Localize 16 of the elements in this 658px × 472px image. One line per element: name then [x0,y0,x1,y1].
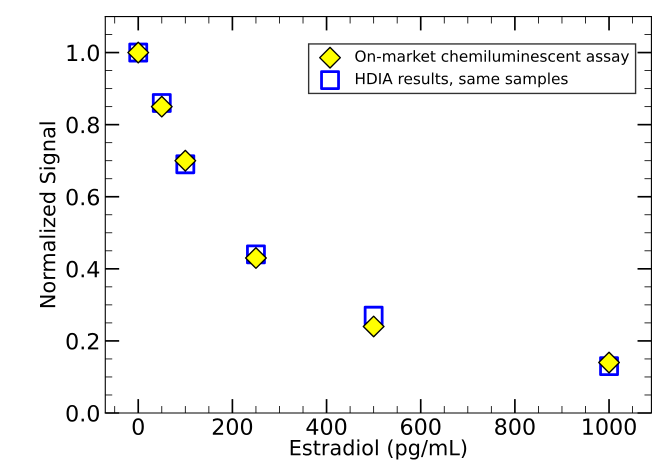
y-tick-label: 0.0 [66,404,99,422]
x-tick-label: 600 [401,418,440,436]
y-tick-label: 0.8 [66,116,99,134]
y-axis-title: Normalized Signal [39,122,60,308]
x-tick-label: 400 [306,418,346,436]
x-axis-title: Estradiol (pg/mL) [290,439,466,460]
y-tick-label: 0.6 [66,188,100,206]
legend-label: On-market chemiluminescent assay [355,50,630,65]
x-tick-label: 800 [495,418,535,436]
legend-label: HDIA results, same samples [356,72,568,88]
y-tick-label: 1.0 [68,44,99,62]
y-tick-label: 0.4 [66,260,100,278]
x-tick-label: 200 [212,418,252,436]
x-tick-label: 0 [132,418,144,436]
y-tick-label: 0.2 [66,332,98,350]
x-tick-label: 1000 [583,418,636,436]
